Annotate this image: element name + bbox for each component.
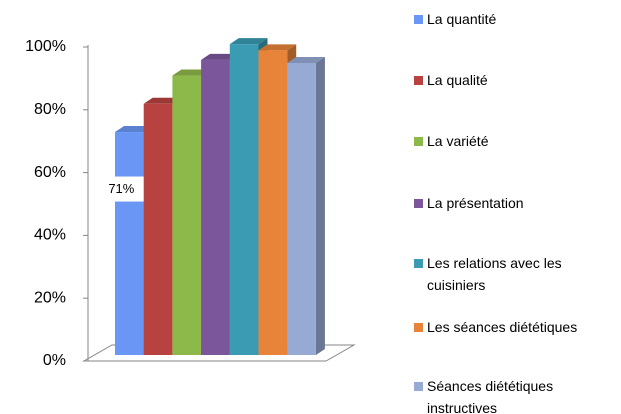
bar-top-shade [201, 53, 239, 60]
legend-swatch [414, 382, 423, 391]
legend-swatch [414, 137, 423, 146]
legend-label: La qualité [427, 72, 488, 88]
legend-swatch [414, 259, 423, 268]
data-label-box [97, 176, 147, 202]
legend-entry: La variété [414, 130, 619, 152]
legend-swatch [414, 199, 423, 208]
bar-side-shade [315, 56, 325, 355]
bar-front [258, 50, 288, 356]
bar-front [143, 103, 173, 355]
bar-side [315, 56, 325, 355]
legend-swatch [414, 15, 423, 24]
bar-top-shade [229, 38, 268, 45]
y-tick-label: 0% [43, 352, 66, 369]
bar-front [229, 44, 259, 355]
bar-top-shade [287, 56, 325, 63]
legend-label: Séances diététiques instructives [427, 378, 554, 414]
y-tick-label: 20% [34, 289, 66, 306]
legend-entry: La présentation [414, 192, 619, 214]
bar-front [115, 132, 144, 355]
legend-entry: Séances diététiques instructives [414, 375, 619, 414]
bar-top [201, 53, 239, 60]
bar [287, 56, 325, 355]
bar-front [172, 75, 202, 355]
legend-label: La présentation [427, 195, 524, 211]
legend-entry: Les relations avec les cuisiniers [414, 252, 619, 296]
y-tick-label: 80% [34, 101, 66, 118]
bar-top [229, 38, 268, 45]
legend-label: La variété [427, 133, 489, 149]
data-label: 71% [108, 181, 134, 196]
bar-top-shade [172, 69, 211, 76]
bar-top-shade [115, 126, 153, 133]
bar-top-shade [258, 44, 297, 51]
legend-entry: La quantité [414, 8, 619, 30]
legend-label: Les séances diététiques [427, 319, 578, 335]
bar-top [258, 44, 297, 51]
legend-entry: Les séances diététiques [414, 316, 619, 338]
y-tick-label: 100% [25, 38, 66, 55]
bar-top [172, 69, 211, 76]
bar-top [115, 126, 153, 133]
legend-label: La quantité [427, 11, 497, 27]
legend-entry: La qualité [414, 69, 619, 91]
bar-top-shade [143, 97, 182, 104]
floor [82, 344, 356, 362]
legend-label: Les relations avec les cuisiniers [427, 255, 562, 293]
bar-front [201, 59, 230, 356]
y-tick-label: 60% [34, 164, 66, 181]
bar-top [287, 56, 325, 63]
bar-top [143, 97, 182, 104]
bar-front [287, 62, 316, 355]
legend-swatch [414, 323, 423, 332]
legend-swatch [414, 76, 423, 85]
y-tick-label: 40% [34, 227, 66, 244]
